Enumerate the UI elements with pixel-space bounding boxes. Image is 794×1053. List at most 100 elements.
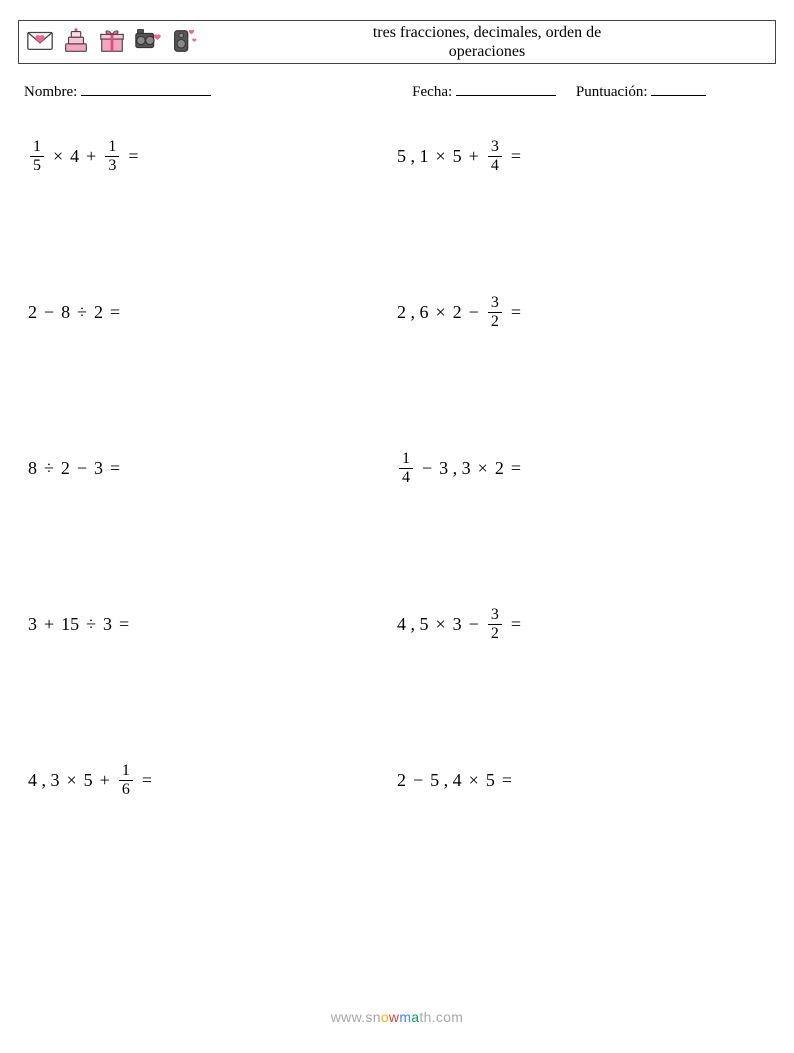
score-label: Puntuación: (576, 84, 648, 100)
operand: 5 , 4 (430, 770, 462, 791)
problem-10: 2−5 , 4×5= (397, 757, 766, 803)
expression: 8÷2−3= (28, 458, 123, 479)
operator: − (419, 458, 435, 479)
operand: 5 , 1 (397, 146, 429, 167)
operand: 8 (61, 302, 70, 323)
numerator: 1 (399, 451, 413, 468)
operator: × (433, 614, 449, 635)
fraction: 34 (488, 139, 502, 174)
envelope-heart-icon (25, 25, 55, 60)
problem-4: 2 , 6×2−32= (397, 289, 766, 335)
operand: 2 , 6 (397, 302, 429, 323)
operator: × (64, 770, 80, 791)
footer-o: o (381, 1009, 389, 1025)
denominator: 2 (488, 624, 502, 642)
worksheet-title: tres fracciones, decimales, orden de ope… (199, 21, 775, 63)
fraction: 14 (399, 451, 413, 486)
numerator: 1 (30, 139, 44, 156)
fraction: 16 (119, 763, 133, 798)
fraction: 15 (30, 139, 44, 174)
denominator: 4 (488, 156, 502, 174)
header-icons (19, 25, 199, 60)
numerator: 3 (488, 139, 502, 156)
operator: = (107, 458, 123, 479)
operator: = (116, 614, 132, 635)
expression: 3+15÷3= (28, 614, 132, 635)
expression: 14−3 , 3×2= (397, 451, 524, 486)
operator: = (508, 302, 524, 323)
operator: × (475, 458, 491, 479)
footer-prefix: www.sn (331, 1009, 381, 1025)
operand: 3 (28, 614, 37, 635)
expression: 4 , 5×3−32= (397, 607, 524, 642)
operator: − (466, 302, 482, 323)
footer-m: m (399, 1009, 411, 1025)
score-blank[interactable] (651, 82, 706, 96)
operand: 2 (495, 458, 504, 479)
operand: 4 (70, 146, 79, 167)
footer-suffix: th.com (419, 1009, 463, 1025)
denominator: 3 (105, 156, 119, 174)
operand: 4 , 3 (28, 770, 60, 791)
operand: 3 (103, 614, 112, 635)
numerator: 3 (488, 607, 502, 624)
speaker-hearts-icon (169, 25, 199, 60)
operand: 2 (397, 770, 406, 791)
operator: ÷ (83, 614, 99, 635)
denominator: 4 (399, 468, 413, 486)
problem-6: 14−3 , 3×2= (397, 445, 766, 491)
operator: = (499, 770, 515, 791)
title-line-1: tres fracciones, decimales, orden de (373, 24, 601, 41)
numerator: 3 (488, 295, 502, 312)
footer-url: www.snowmath.com (0, 1009, 794, 1025)
problem-5: 8÷2−3= (28, 445, 397, 491)
problem-7: 3+15÷3= (28, 601, 397, 647)
operator: = (125, 146, 141, 167)
operator: ÷ (74, 302, 90, 323)
name-blank[interactable] (81, 82, 211, 96)
denominator: 2 (488, 312, 502, 330)
worksheet-page: tres fracciones, decimales, orden de ope… (0, 0, 794, 1053)
numerator: 1 (105, 139, 119, 156)
operand: 2 (61, 458, 70, 479)
denominator: 5 (30, 156, 44, 174)
problems-grid: 15×4+13=5 , 1×5+34=2−8÷2=2 , 6×2−32=8÷2−… (18, 111, 776, 803)
fraction: 32 (488, 295, 502, 330)
numerator: 1 (119, 763, 133, 780)
expression: 2 , 6×2−32= (397, 295, 524, 330)
problem-3: 2−8÷2= (28, 289, 397, 335)
operand: 2 (453, 302, 462, 323)
header-box: tres fracciones, decimales, orden de ope… (18, 20, 776, 64)
date-blank[interactable] (456, 82, 556, 96)
operator: − (466, 614, 482, 635)
denominator: 6 (119, 780, 133, 798)
name-field: Nombre: (18, 82, 412, 101)
operator: = (508, 458, 524, 479)
operator: × (433, 302, 449, 323)
fraction: 32 (488, 607, 502, 642)
operand: 3 (94, 458, 103, 479)
operand: 5 (84, 770, 93, 791)
expression: 5 , 1×5+34= (397, 139, 524, 174)
cake-icon (61, 25, 91, 60)
problem-8: 4 , 5×3−32= (397, 601, 766, 647)
operator: + (466, 146, 482, 167)
operand: 5 (486, 770, 495, 791)
operand: 3 , 3 (439, 458, 471, 479)
title-line-2: operaciones (449, 43, 525, 60)
date-field: Fecha: (412, 82, 556, 101)
operator: − (410, 770, 426, 791)
expression: 4 , 3×5+16= (28, 763, 155, 798)
operand: 2 (94, 302, 103, 323)
camera-icon (133, 25, 163, 60)
operator: ÷ (41, 458, 57, 479)
operand: 2 (28, 302, 37, 323)
expression: 2−8÷2= (28, 302, 123, 323)
operator: − (74, 458, 90, 479)
gift-icon (97, 25, 127, 60)
problem-2: 5 , 1×5+34= (397, 133, 766, 179)
operator: + (41, 614, 57, 635)
operator: × (50, 146, 66, 167)
problem-9: 4 , 3×5+16= (28, 757, 397, 803)
score-field: Puntuación: (576, 82, 706, 101)
